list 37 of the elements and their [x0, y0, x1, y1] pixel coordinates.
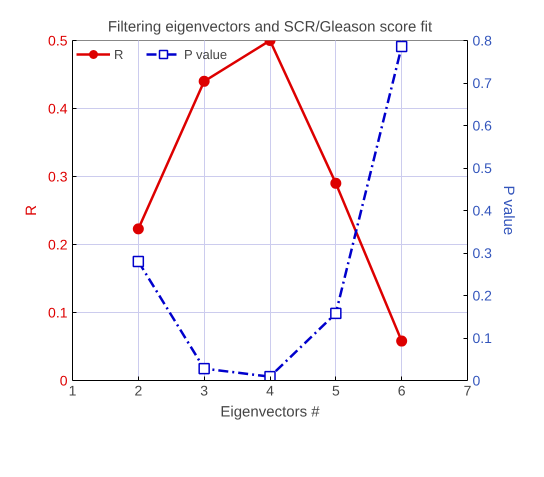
x-axis-title: Eigenvectors # [220, 404, 320, 420]
point [330, 178, 342, 189]
y2-tick-label: 0.8 [472, 32, 492, 48]
x-tick-label: 4 [266, 382, 274, 398]
point [198, 76, 210, 87]
point [330, 308, 342, 320]
x-tick-label: 6 [398, 382, 406, 398]
y2-tick-label: 0.2 [472, 288, 492, 304]
y2-tick-label: 0 [472, 372, 480, 388]
y-axis-title: R [23, 204, 40, 216]
y-tick-label: 0.5 [48, 32, 68, 48]
point [132, 256, 144, 268]
chart-title: Filtering eigenvectors and SCR/Gleason score fit [108, 18, 433, 36]
point [396, 336, 408, 347]
legend-label: R [114, 46, 124, 62]
x-tick-label: 2 [134, 382, 142, 398]
y-tick-label: 0.3 [48, 168, 68, 184]
y2-tick-label: 0.5 [472, 160, 492, 176]
x-tick-label: 3 [200, 382, 208, 398]
y2-tick-label: 0.1 [472, 330, 492, 346]
y2-tick-label: 0.4 [472, 202, 492, 218]
x-tick-label: 5 [332, 382, 340, 398]
y2-tick-label: 0.6 [472, 118, 492, 134]
y-tick-label: 0.4 [48, 100, 68, 116]
y2-tick-label: 0.7 [472, 75, 492, 91]
point [264, 370, 276, 380]
y-tick-label: 0 [60, 372, 68, 388]
y-tick-label: 0.1 [48, 304, 68, 320]
point [132, 223, 144, 234]
point [198, 362, 210, 374]
point [396, 40, 408, 52]
y2-tick-label: 0.3 [472, 245, 492, 261]
y2-axis-title: P value [500, 185, 517, 236]
y-tick-label: 0.2 [48, 236, 68, 252]
legend-label: P value [184, 46, 228, 62]
x-tick-label: 7 [464, 382, 472, 398]
x-tick-label: 1 [68, 382, 77, 398]
